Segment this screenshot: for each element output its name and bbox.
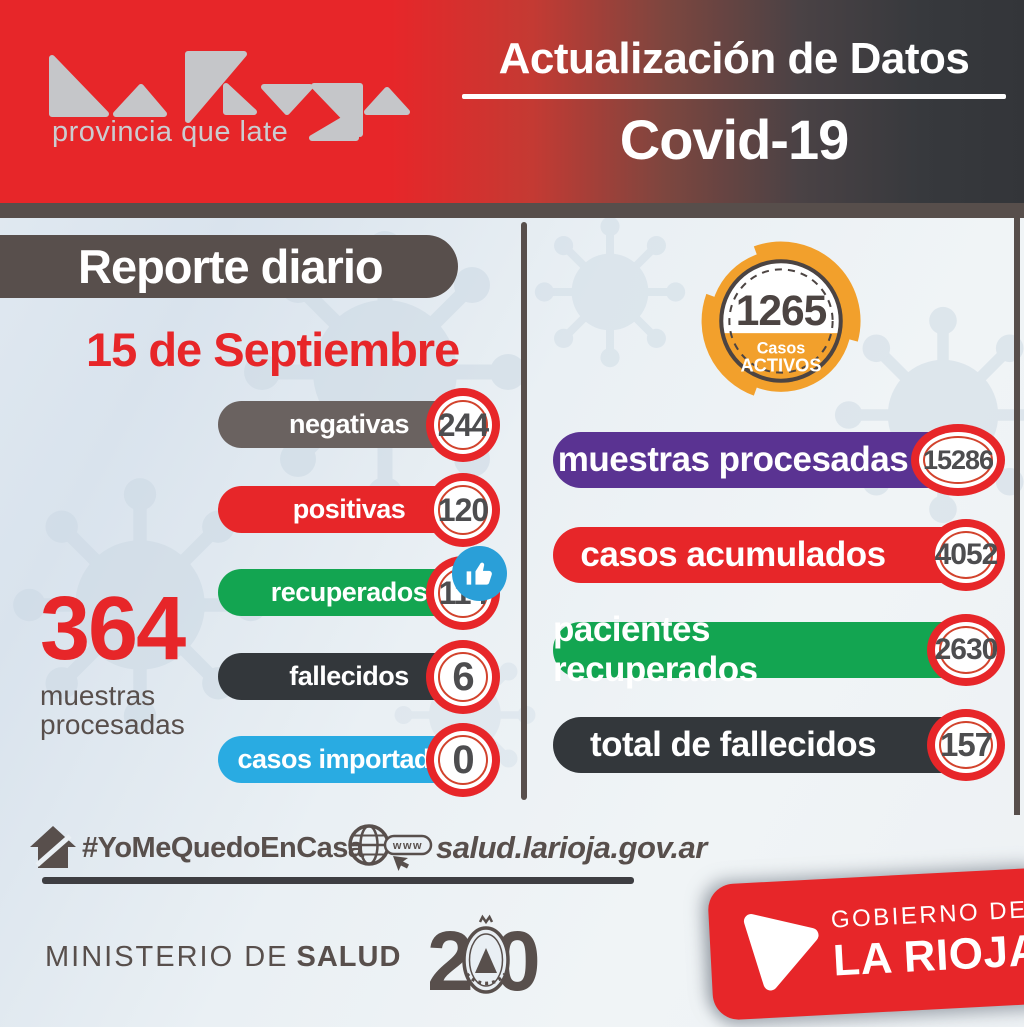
total-label: total de fallecidos (589, 725, 877, 764)
thumbs-up-icon (452, 546, 507, 601)
stat-row-negativas: negativas 244 (218, 388, 500, 462)
la-rioja-logo-icon (49, 51, 410, 141)
total-value: 15286 (922, 444, 994, 475)
la-rioja-label: LA RIOJA (831, 925, 1024, 986)
bicentennial-200-logo: 2 0 (430, 914, 541, 1002)
total-row-total-fallecidos: total de fallecidos 157 (553, 709, 1005, 781)
covid-subtitle: Covid-19 (619, 108, 850, 171)
footer-divider (42, 877, 634, 884)
report-title-banner: Reporte diario (0, 235, 458, 298)
stat-label: recuperados (270, 577, 428, 607)
total-label: pacientes recuperados (553, 610, 758, 689)
website-url: salud.larioja.gov.ar (436, 830, 707, 865)
stat-value: 6 (452, 654, 474, 699)
report-title: Reporte diario (78, 240, 384, 293)
virus-watermark-icon (530, 212, 690, 372)
total-pill: total de fallecidos (553, 717, 975, 773)
www-label: www (392, 840, 423, 852)
ministry-title: MINISTERIO DE SALUD (45, 941, 401, 974)
header: provincia que late Actualización de Dato… (0, 0, 1024, 203)
stat-row-positivas: positivas 120 (218, 473, 500, 547)
daily-samples-label: muestras procesadas (40, 679, 185, 741)
column-divider (521, 222, 527, 800)
stay-home-hashtag: #YoMeQuedoEnCasa (82, 832, 364, 864)
header-band (0, 203, 1024, 218)
total-value-badge: 15286 (911, 424, 1005, 496)
globe-www-cursor-icon: www (348, 824, 433, 871)
daily-samples-value: 364 (40, 579, 186, 679)
stat-value-badge: 120 (426, 473, 500, 547)
total-label: muestras procesadas (557, 440, 909, 479)
total-value-badge: 4052 (927, 519, 1005, 591)
stat-value-badge: 6 (426, 640, 500, 714)
report-date: 15 de Septiembre (86, 323, 460, 376)
total-label: casos acumulados (580, 535, 886, 574)
total-value: 4052 (934, 538, 999, 571)
government-ribbon: GOBIERNO DE LA RIOJA (706, 866, 1024, 1021)
stat-label: casos importados (237, 744, 461, 774)
stat-value-badge: 244 (426, 388, 500, 462)
active-cases-label-1: Casos (757, 339, 806, 357)
stat-value: 244 (437, 406, 489, 443)
stat-value-badge: 0 (426, 723, 500, 797)
total-value: 157 (939, 726, 993, 763)
total-value-badge: 2630 (927, 614, 1005, 686)
stat-row-fallecidos: fallecidos 6 (218, 640, 500, 714)
total-value-badge: 157 (927, 709, 1005, 781)
right-frame-line (1014, 205, 1020, 815)
daily-samples-summary: 364 muestras procesadas (40, 579, 186, 741)
active-cases-label-2: ACTIVOS (741, 356, 822, 376)
logo-subtitle: provincia que late (52, 116, 289, 148)
stat-row-casos-importados: casos importados 0 (218, 723, 500, 797)
home-icon (30, 826, 76, 868)
total-row-casos-acumulados: casos acumulados 4052 (553, 519, 1005, 591)
stat-value: 120 (437, 491, 489, 528)
stat-value: 0 (452, 737, 474, 782)
total-pill: pacientes recuperados (553, 610, 975, 689)
active-cases-badge: 1265 Casos ACTIVOS (701, 241, 861, 396)
total-pill: casos acumulados (553, 527, 975, 583)
stat-label: negativas (288, 409, 410, 439)
total-row-pacientes-recuperados: pacientes recuperados 2630 (553, 610, 1005, 689)
la-rioja-triangle-icon (743, 914, 819, 991)
total-pill: muestras procesadas (553, 432, 975, 488)
ministry-name: SALUD (296, 941, 402, 973)
stat-label: positivas (292, 494, 406, 524)
active-cases-value: 1265 (736, 288, 827, 335)
page-title: Actualización de Datos (498, 34, 970, 83)
stat-label: fallecidos (289, 661, 409, 691)
title-underline (462, 94, 1006, 99)
total-value: 2630 (934, 633, 999, 666)
total-row-muestras-procesadas: muestras procesadas 15286 (553, 424, 1005, 496)
ministry-prefix: MINISTERIO DE (45, 941, 289, 973)
